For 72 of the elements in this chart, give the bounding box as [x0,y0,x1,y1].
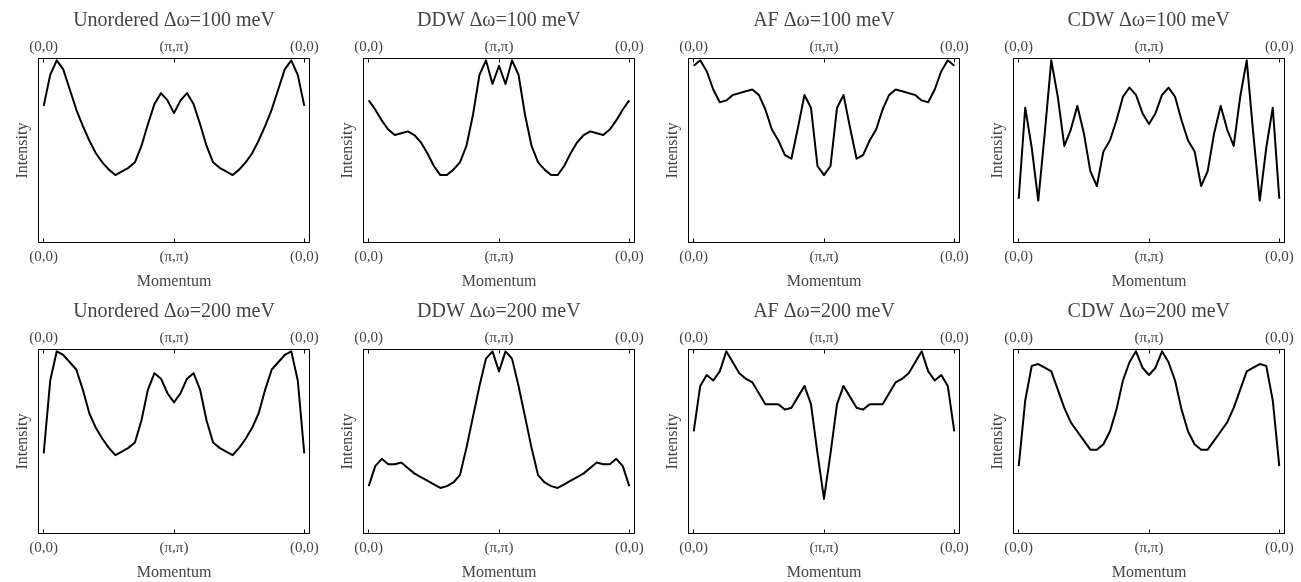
category-label: (0,0) [1004,247,1034,264]
y-axis-title: Intensity [987,413,1006,470]
x-axis-title: Momentum [786,271,862,289]
category-label: (0,0) [939,538,969,555]
y-axis-title: Intensity [12,122,31,179]
y-axis-title: Intensity [337,122,356,179]
chart-title: CDW Δω=100 meV [1067,7,1231,30]
x-tick-label: (π,π) [484,37,514,55]
category-label: (0,0) [614,538,644,555]
x-tick-label: (0,0) [289,328,319,346]
chart-title: DDW Δω=200 meV [417,298,582,321]
category-label: (0,0) [1004,538,1034,555]
x-tick-label: (0,0) [1004,328,1034,346]
chart-title: CDW Δω=200 meV [1067,298,1231,321]
category-label: (π,π) [1134,247,1164,264]
x-axis-title: Momentum [786,562,862,580]
x-tick-label: (0,0) [614,37,644,55]
x-axis-title: Momentum [136,271,212,289]
x-tick-label: (π,π) [809,328,839,346]
y-axis-title: Intensity [337,413,356,470]
x-axis-title: Momentum [461,562,537,580]
x-tick-label: (0,0) [354,37,384,55]
category-label: (0,0) [29,538,59,555]
x-tick-label: (0,0) [354,328,384,346]
category-label: (0,0) [1264,538,1294,555]
category-label: (π,π) [159,247,189,264]
category-label: (0,0) [939,247,969,264]
x-tick-label: (π,π) [1134,328,1164,346]
category-label: (π,π) [809,538,839,555]
x-tick-label: (0,0) [679,37,709,55]
category-label: (π,π) [159,538,189,555]
category-label: (0,0) [614,247,644,264]
category-label: (0,0) [289,538,319,555]
category-label: (0,0) [354,538,384,555]
x-tick-label: (π,π) [1134,37,1164,55]
chart-title: Unordered Δω=100 meV [73,7,276,30]
x-tick-label: (0,0) [939,328,969,346]
x-tick-label: (π,π) [159,328,189,346]
y-axis-title: Intensity [987,122,1006,179]
x-tick-label: (π,π) [809,37,839,55]
chart-title: AF Δω=100 meV [753,7,896,30]
x-tick-label: (0,0) [614,328,644,346]
category-label: (π,π) [809,247,839,264]
x-tick-label: (π,π) [484,328,514,346]
x-axis-title: Momentum [136,562,212,580]
y-axis-title: Intensity [662,413,681,470]
category-label: (π,π) [484,538,514,555]
y-axis-title: Intensity [12,413,31,470]
x-tick-label: (0,0) [289,37,319,55]
category-label: (0,0) [354,247,384,264]
x-tick-label: (0,0) [1264,37,1294,55]
chart-title: Unordered Δω=200 meV [73,298,276,321]
x-axis-title: Momentum [461,271,537,289]
category-label: (π,π) [1134,538,1164,555]
y-axis-title: Intensity [662,122,681,179]
x-tick-label: (π,π) [159,37,189,55]
x-tick-label: (0,0) [1004,37,1034,55]
x-tick-label: (0,0) [29,328,59,346]
category-label: (0,0) [679,538,709,555]
chart-title: AF Δω=200 meV [753,298,896,321]
x-tick-label: (0,0) [1264,328,1294,346]
x-axis-title: Momentum [1111,562,1187,580]
chart-title: DDW Δω=100 meV [417,7,582,30]
x-tick-label: (0,0) [939,37,969,55]
category-label: (π,π) [484,247,514,264]
category-label: (0,0) [679,247,709,264]
x-axis-title: Momentum [1111,271,1187,289]
category-label: (0,0) [289,247,319,264]
x-tick-label: (0,0) [29,37,59,55]
x-tick-label: (0,0) [679,328,709,346]
category-label: (0,0) [1264,247,1294,264]
category-label: (0,0) [29,247,59,264]
